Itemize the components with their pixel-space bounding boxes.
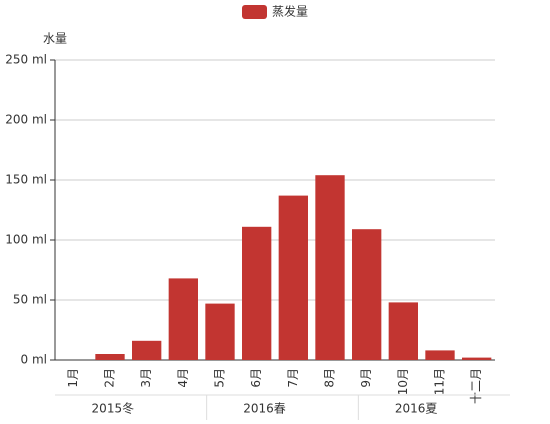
y-tick-label: 50 ml [13, 293, 47, 307]
y-tick-label: 250 ml [5, 53, 47, 67]
group-label: 2015冬 [92, 401, 135, 416]
bar [388, 302, 418, 360]
bar [168, 278, 198, 360]
x-tick-label: 8月 [323, 368, 337, 388]
x-tick-label: 7月 [286, 368, 300, 388]
x-tick-label: 2月 [103, 368, 117, 388]
group-label: 2016春 [243, 402, 286, 416]
bar [425, 350, 455, 360]
y-tick-label: 0 ml [21, 353, 47, 367]
y-tick-label: 150 ml [5, 173, 47, 187]
x-tick-label: 3月 [139, 368, 153, 388]
x-tick-label: 10月 [396, 368, 410, 395]
legend-swatch[interactable] [242, 5, 267, 19]
x-tick-label: 11月 [433, 368, 447, 395]
bar [242, 226, 272, 360]
bar [315, 175, 345, 360]
bar [462, 357, 492, 360]
y-axis-label: 水量 [43, 32, 67, 46]
x-tick-label: 4月 [176, 368, 190, 388]
y-tick-label: 100 ml [5, 233, 47, 247]
x-tick-label: 9月 [359, 368, 373, 388]
y-tick-label: 200 ml [5, 113, 47, 127]
bar [205, 303, 235, 360]
bar [352, 229, 382, 360]
legend-label[interactable]: 蒸发量 [272, 4, 308, 19]
group-label: 2016夏 [395, 402, 438, 416]
x-tick-label: 1月 [66, 368, 80, 388]
x-tick-label: 5月 [213, 368, 227, 388]
bar [278, 195, 308, 360]
bar [132, 340, 162, 360]
x-tick-label: 十二月 [469, 368, 483, 404]
bar [95, 354, 125, 360]
x-tick-label: 6月 [249, 368, 263, 388]
